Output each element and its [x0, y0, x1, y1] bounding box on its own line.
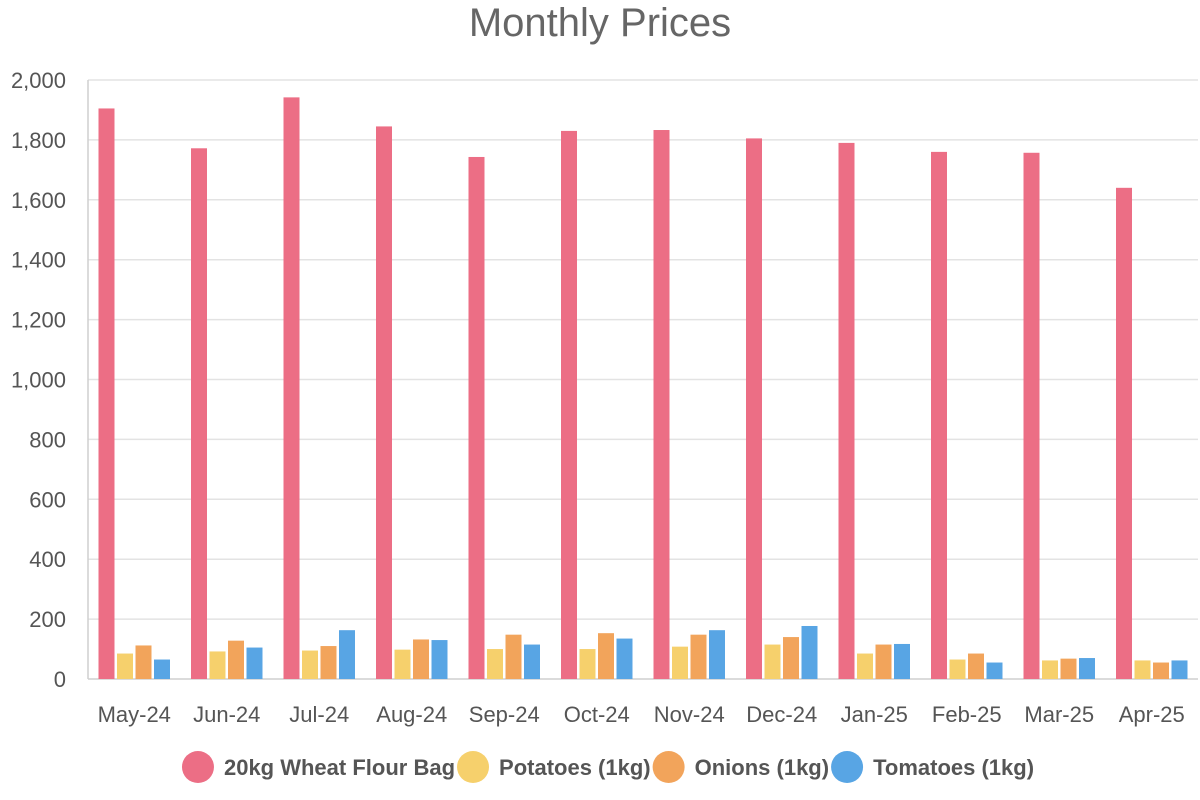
bar[interactable] — [949, 659, 966, 679]
bar[interactable] — [653, 130, 670, 680]
bar[interactable] — [320, 646, 337, 679]
bar[interactable] — [339, 630, 355, 679]
bar[interactable] — [931, 151, 947, 679]
legend-item[interactable]: Potatoes (1kg) — [457, 751, 651, 783]
bar[interactable] — [801, 625, 818, 679]
legend-item[interactable]: 20kg Wheat Flour Bag — [181, 751, 455, 783]
bar[interactable] — [579, 649, 596, 679]
bar[interactable] — [228, 640, 244, 679]
bar[interactable] — [246, 647, 263, 679]
bar[interactable] — [431, 640, 448, 679]
legend-item[interactable]: Tomatoes (1kg) — [831, 751, 1034, 783]
y-tick-label: 800 — [29, 427, 66, 452]
y-tick-label: 1,800 — [11, 128, 66, 153]
bar[interactable] — [598, 633, 614, 679]
y-tick-label: 2,000 — [11, 68, 66, 93]
x-tick-label: Feb-25 — [932, 702, 1002, 727]
bar[interactable] — [154, 659, 170, 679]
bar[interactable] — [209, 651, 226, 679]
bar[interactable] — [1116, 187, 1132, 679]
bar[interactable] — [117, 653, 133, 679]
bar[interactable] — [764, 644, 781, 679]
bar[interactable] — [302, 650, 318, 679]
y-tick-label: 1,600 — [11, 188, 66, 213]
legend-swatch — [457, 751, 490, 783]
x-tick-label: Nov-24 — [654, 702, 725, 727]
x-tick-label: Apr-25 — [1119, 702, 1185, 727]
legend-label: Tomatoes (1kg) — [873, 755, 1034, 780]
x-tick-label: May-24 — [98, 702, 171, 727]
y-tick-label: 1,000 — [11, 368, 66, 393]
bar[interactable] — [98, 108, 115, 679]
y-tick-label: 1,400 — [11, 248, 66, 273]
x-tick-label: Oct-24 — [564, 702, 630, 727]
legend-label: 20kg Wheat Flour Bag — [224, 755, 455, 780]
bar[interactable] — [894, 643, 910, 679]
y-tick-label: 600 — [29, 487, 66, 512]
bar[interactable] — [1134, 660, 1151, 679]
grid-lines — [87, 79, 1198, 680]
y-tick-label: 1,200 — [11, 308, 66, 333]
bar[interactable] — [561, 130, 577, 680]
bar[interactable] — [986, 662, 1003, 679]
bar[interactable] — [283, 97, 300, 680]
bar[interactable] — [616, 638, 633, 679]
bar[interactable] — [838, 142, 855, 679]
bar[interactable] — [1153, 662, 1169, 679]
legend-swatch — [652, 751, 685, 783]
x-tick-label: Jan-25 — [841, 702, 908, 727]
bar[interactable] — [968, 653, 984, 679]
bar[interactable] — [524, 644, 540, 679]
bar[interactable] — [505, 634, 522, 679]
bar[interactable] — [857, 653, 873, 679]
y-axis-ticks: 0 200 400 600 800 1,000 1,200 1,400 1,600 1,800 2,… — [11, 68, 66, 692]
bar[interactable] — [709, 630, 725, 679]
bars — [98, 97, 1188, 680]
bar[interactable] — [783, 637, 799, 679]
legend-label: Onions (1kg) — [695, 755, 829, 780]
bar[interactable] — [191, 148, 207, 679]
bar[interactable] — [875, 644, 892, 679]
bar[interactable] — [1060, 658, 1077, 679]
bar[interactable] — [746, 138, 762, 680]
x-tick-label: Mar-25 — [1024, 702, 1094, 727]
bar[interactable] — [1171, 660, 1188, 679]
legend-swatch — [831, 751, 864, 783]
bar[interactable] — [487, 649, 503, 679]
x-axis-ticks: May-24 Jun-24 Jul-24 Aug-24 Sep-24 Oct-24 Nov-… — [98, 702, 1185, 727]
bar[interactable] — [376, 126, 392, 680]
bar[interactable] — [468, 156, 485, 679]
y-tick-label: 200 — [29, 607, 66, 632]
bar[interactable] — [1042, 660, 1058, 679]
bar[interactable] — [413, 639, 429, 679]
chart-title: Monthly Prices — [469, 1, 731, 45]
x-tick-label: Jun-24 — [193, 702, 260, 727]
bar[interactable] — [672, 646, 688, 679]
bar[interactable] — [394, 649, 411, 679]
legend-swatch — [181, 751, 214, 783]
x-tick-label: Dec-24 — [746, 702, 817, 727]
x-tick-label: Jul-24 — [289, 702, 349, 727]
legend-item[interactable]: Onions (1kg) — [652, 751, 829, 783]
y-tick-label: 0 — [54, 667, 66, 692]
legend[interactable]: 20kg Wheat Flour Bag Potatoes (1kg) Onions… — [181, 751, 1034, 783]
bar[interactable] — [690, 634, 707, 679]
x-tick-label: Sep-24 — [469, 702, 540, 727]
legend-label: Potatoes (1kg) — [499, 755, 651, 780]
bar[interactable] — [135, 645, 152, 679]
y-tick-label: 400 — [29, 547, 66, 572]
x-tick-label: Aug-24 — [376, 702, 447, 727]
bar[interactable] — [1079, 658, 1095, 679]
bar[interactable] — [1023, 152, 1040, 679]
